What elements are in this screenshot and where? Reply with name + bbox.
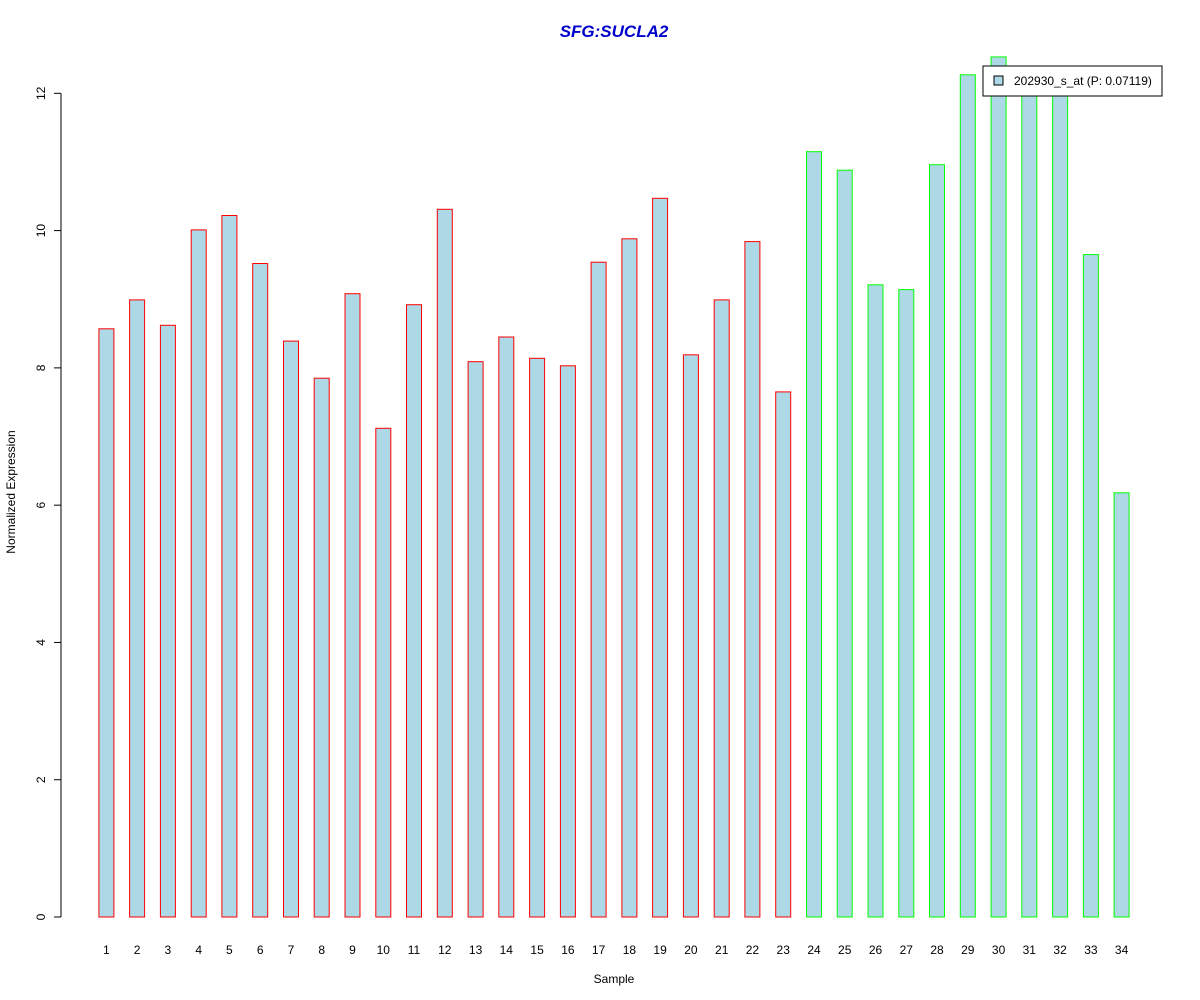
x-tick-label: 24	[807, 943, 821, 957]
legend-box	[982, 65, 1163, 97]
bar-sample-32	[1052, 87, 1069, 918]
x-tick-label: 7	[288, 943, 295, 957]
bar-sample-12	[436, 208, 453, 918]
x-tick-label: 30	[992, 943, 1006, 957]
x-tick-label: 31	[1023, 943, 1037, 957]
bar-sample-33	[1082, 254, 1099, 918]
x-tick-label: 26	[869, 943, 883, 957]
x-tick-label: 14	[500, 943, 514, 957]
bar-sample-21	[713, 299, 730, 918]
legend-swatch	[993, 75, 1004, 86]
x-tick-label: 28	[930, 943, 944, 957]
bar-sample-9	[344, 293, 361, 918]
x-tick-label: 25	[838, 943, 852, 957]
y-tick-label: 6	[34, 502, 48, 509]
y-tick-label: 8	[34, 364, 48, 371]
bar-sample-5	[221, 215, 238, 918]
bar-sample-27	[898, 289, 915, 918]
x-tick-label: 27	[900, 943, 914, 957]
bar-sample-19	[652, 197, 669, 918]
y-tick-label: 2	[34, 776, 48, 783]
legend-label: 202930_s_at (P: 0.07119)	[1014, 74, 1152, 88]
x-tick-label: 3	[165, 943, 172, 957]
x-tick-label: 17	[592, 943, 606, 957]
x-tick-label: 16	[561, 943, 575, 957]
bar-sample-23	[775, 391, 792, 918]
x-tick-label: 9	[349, 943, 356, 957]
x-axis: 1 2 3 4 5 6 7 8 9 10 11 12 13 14 15 16 17 18 19 20 21 22 23 24 2…	[103, 943, 1129, 957]
legend: 202930_s_at (P: 0.07119)	[982, 65, 1163, 97]
bar-sample-26	[867, 284, 884, 918]
x-tick-label: 32	[1053, 943, 1067, 957]
y-tick-label: 4	[34, 639, 48, 646]
bar-sample-11	[406, 304, 422, 918]
y-tick-label: 12	[34, 86, 48, 100]
x-tick-label: 6	[257, 943, 264, 957]
bar-sample-13	[467, 361, 484, 918]
bar-sample-2	[129, 299, 146, 918]
bar-sample-30	[990, 56, 1007, 918]
x-tick-label: 22	[746, 943, 760, 957]
bar-sample-1	[98, 328, 115, 918]
bars	[98, 56, 1130, 918]
y-axis: 0 2 4 6 8 10 12	[34, 86, 62, 920]
x-tick-label: 5	[226, 943, 233, 957]
bar-sample-6	[252, 263, 269, 918]
bar-sample-34	[1113, 492, 1130, 918]
bar-sample-4	[190, 229, 207, 918]
x-tick-label: 13	[469, 943, 483, 957]
x-tick-label: 19	[653, 943, 667, 957]
bar-sample-20	[682, 354, 699, 918]
x-tick-label: 20	[684, 943, 698, 957]
x-tick-label: 21	[715, 943, 729, 957]
x-tick-label: 11	[408, 943, 421, 957]
x-tick-label: 12	[438, 943, 452, 957]
bar-sample-10	[375, 427, 392, 918]
bar-sample-28	[929, 164, 945, 918]
x-tick-label: 23	[777, 943, 791, 957]
x-tick-label: 29	[961, 943, 975, 957]
x-tick-label: 15	[530, 943, 544, 957]
x-tick-label: 8	[318, 943, 325, 957]
x-tick-label: 18	[623, 943, 637, 957]
x-tick-label: 34	[1115, 943, 1129, 957]
bar-sample-29	[959, 74, 976, 918]
bar-sample-25	[836, 169, 853, 918]
bar-sample-16	[559, 365, 576, 918]
bar-sample-22	[744, 241, 761, 918]
bar-sample-17	[590, 261, 607, 918]
bar-sample-3	[159, 324, 176, 918]
x-tick-label: 4	[195, 943, 202, 957]
x-tick-label: 33	[1084, 943, 1098, 957]
x-tick-label: 1	[103, 943, 110, 957]
bar-sample-24	[806, 151, 822, 918]
y-tick-label: 0	[34, 913, 48, 920]
bar-sample-15	[529, 357, 546, 918]
y-axis-label: Normalized Expression	[4, 430, 18, 553]
chart-title: SFG:SUCLA2	[560, 22, 669, 41]
x-tick-label: 2	[134, 943, 141, 957]
x-axis-label: Sample	[594, 972, 635, 986]
bar-sample-14	[498, 336, 515, 918]
bar-sample-18	[621, 238, 638, 918]
bar-sample-7	[283, 340, 299, 918]
bar-sample-31	[1021, 84, 1038, 918]
y-tick-label: 10	[34, 224, 48, 238]
bar-sample-8	[313, 377, 330, 918]
x-tick-label: 10	[377, 943, 391, 957]
